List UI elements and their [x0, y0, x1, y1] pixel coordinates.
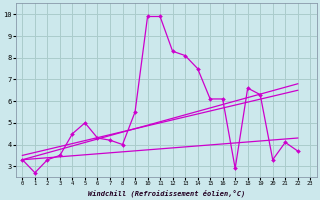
X-axis label: Windchill (Refroidissement éolien,°C): Windchill (Refroidissement éolien,°C)	[88, 189, 245, 197]
